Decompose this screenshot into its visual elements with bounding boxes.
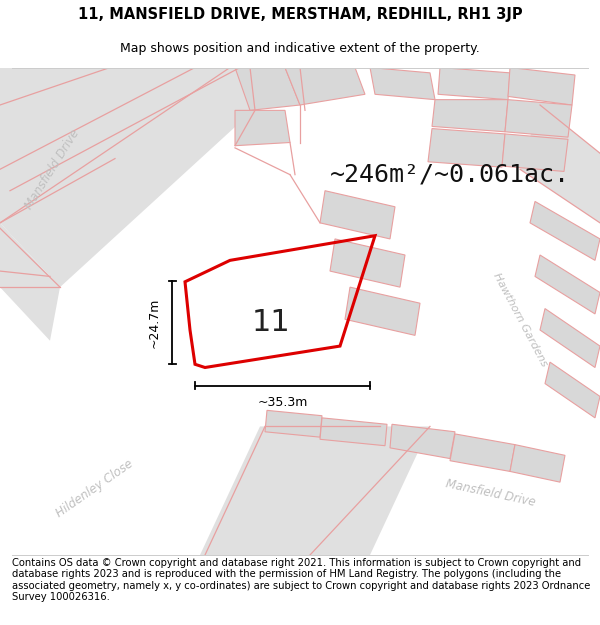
Text: Map shows position and indicative extent of the property.: Map shows position and indicative extent… — [120, 42, 480, 55]
Polygon shape — [535, 255, 600, 314]
Polygon shape — [438, 68, 510, 99]
Text: 11: 11 — [251, 309, 290, 338]
Polygon shape — [505, 99, 572, 137]
Polygon shape — [330, 239, 405, 287]
Polygon shape — [320, 191, 395, 239]
Polygon shape — [200, 426, 430, 555]
Text: ~24.7m: ~24.7m — [148, 298, 161, 348]
Polygon shape — [235, 68, 300, 111]
Text: ~246m²/~0.061ac.: ~246m²/~0.061ac. — [330, 162, 570, 187]
Polygon shape — [0, 68, 230, 223]
Polygon shape — [390, 424, 455, 459]
Polygon shape — [520, 105, 600, 223]
Polygon shape — [0, 68, 300, 287]
Polygon shape — [540, 309, 600, 368]
Polygon shape — [265, 411, 322, 437]
Polygon shape — [285, 68, 365, 105]
Text: Contains OS data © Crown copyright and database right 2021. This information is : Contains OS data © Crown copyright and d… — [12, 558, 590, 602]
Text: 11, MANSFIELD DRIVE, MERSTHAM, REDHILL, RH1 3JP: 11, MANSFIELD DRIVE, MERSTHAM, REDHILL, … — [77, 8, 523, 22]
Polygon shape — [370, 68, 435, 99]
Polygon shape — [530, 201, 600, 261]
Polygon shape — [428, 129, 505, 167]
Text: ~35.3m: ~35.3m — [257, 396, 308, 409]
Text: Mansfield Drive: Mansfield Drive — [22, 127, 82, 211]
Polygon shape — [502, 134, 568, 171]
Polygon shape — [0, 223, 60, 341]
Polygon shape — [545, 362, 600, 418]
Polygon shape — [508, 68, 575, 105]
Polygon shape — [510, 444, 565, 482]
Polygon shape — [450, 434, 515, 471]
Text: Hildenley Close: Hildenley Close — [54, 457, 136, 520]
Polygon shape — [235, 111, 290, 146]
Polygon shape — [320, 418, 387, 446]
Text: Hawthorn Gardens: Hawthorn Gardens — [491, 271, 549, 368]
Text: Mansfield Drive: Mansfield Drive — [444, 477, 536, 509]
Polygon shape — [345, 287, 420, 336]
Polygon shape — [432, 99, 508, 132]
